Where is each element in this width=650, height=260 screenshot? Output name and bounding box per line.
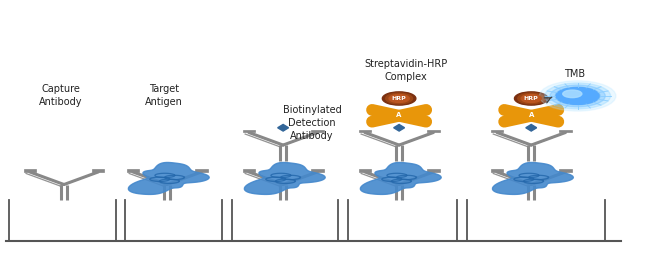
Polygon shape bbox=[129, 162, 209, 194]
Circle shape bbox=[550, 85, 605, 107]
Text: Detection: Detection bbox=[289, 118, 336, 128]
Polygon shape bbox=[195, 169, 207, 172]
Polygon shape bbox=[127, 169, 139, 172]
Circle shape bbox=[382, 92, 416, 105]
Circle shape bbox=[563, 90, 582, 98]
Polygon shape bbox=[359, 130, 371, 133]
Polygon shape bbox=[278, 125, 289, 131]
Text: Biotinylated: Biotinylated bbox=[283, 105, 341, 115]
Text: Streptavidin-HRP: Streptavidin-HRP bbox=[364, 59, 447, 69]
Circle shape bbox=[521, 95, 541, 102]
Polygon shape bbox=[360, 162, 441, 194]
Circle shape bbox=[514, 92, 548, 105]
Polygon shape bbox=[92, 169, 105, 172]
Polygon shape bbox=[311, 169, 324, 172]
Polygon shape bbox=[491, 130, 503, 133]
Polygon shape bbox=[427, 130, 439, 133]
Polygon shape bbox=[526, 125, 537, 131]
Polygon shape bbox=[242, 169, 255, 172]
Text: TMB: TMB bbox=[564, 69, 585, 79]
Circle shape bbox=[556, 88, 599, 104]
Text: Complex: Complex bbox=[384, 72, 427, 82]
Polygon shape bbox=[560, 130, 571, 133]
Polygon shape bbox=[359, 169, 371, 172]
Circle shape bbox=[385, 93, 413, 104]
Text: A: A bbox=[396, 112, 402, 118]
Circle shape bbox=[540, 81, 616, 111]
Polygon shape bbox=[311, 130, 324, 133]
Polygon shape bbox=[427, 169, 439, 172]
Circle shape bbox=[545, 83, 610, 109]
Text: Antibody: Antibody bbox=[291, 131, 334, 141]
Polygon shape bbox=[244, 162, 325, 194]
Circle shape bbox=[555, 87, 600, 105]
Text: Capture: Capture bbox=[42, 84, 80, 94]
Polygon shape bbox=[242, 130, 255, 133]
Polygon shape bbox=[23, 169, 36, 172]
Circle shape bbox=[518, 93, 545, 104]
Text: Antibody: Antibody bbox=[39, 98, 83, 107]
Text: HRP: HRP bbox=[524, 96, 539, 101]
Polygon shape bbox=[491, 169, 503, 172]
Polygon shape bbox=[493, 162, 573, 194]
Polygon shape bbox=[394, 125, 404, 131]
Text: A: A bbox=[528, 112, 534, 118]
Text: Antigen: Antigen bbox=[145, 98, 183, 107]
Text: Target: Target bbox=[149, 84, 179, 94]
Polygon shape bbox=[560, 169, 571, 172]
Circle shape bbox=[389, 95, 409, 102]
Text: HRP: HRP bbox=[392, 96, 406, 101]
